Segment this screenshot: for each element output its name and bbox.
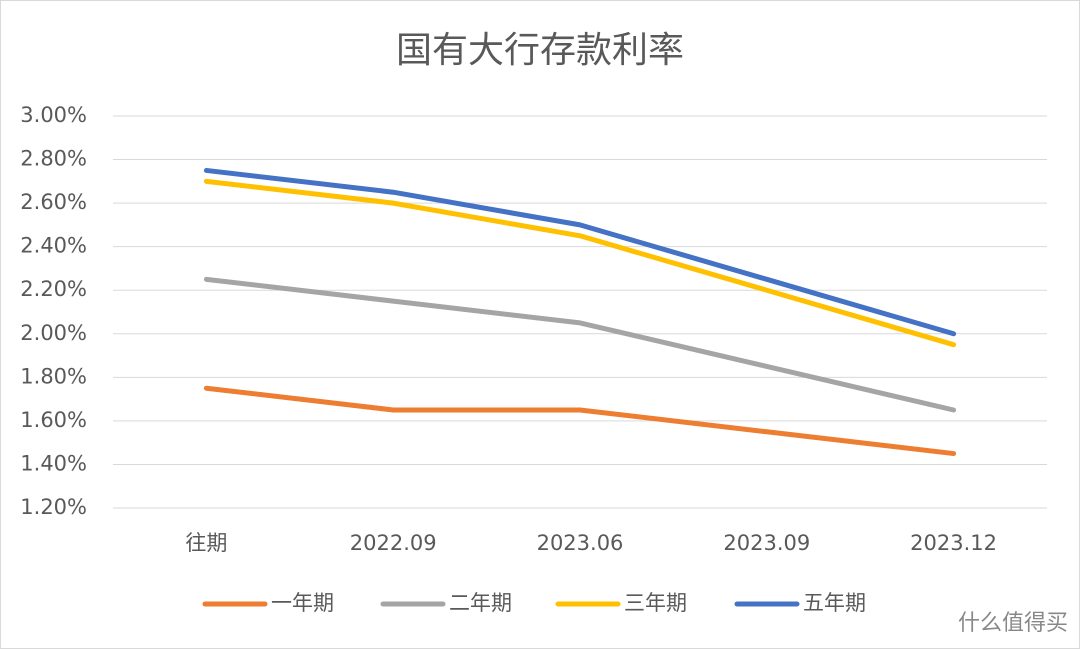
data-line: [203, 178, 957, 348]
y-tick-label: 2.60%: [20, 190, 87, 214]
x-tick-label: 2023.06: [537, 531, 624, 555]
data-line: [203, 167, 957, 337]
y-tick-label: 3.00%: [20, 103, 87, 127]
y-tick-label: 2.00%: [20, 321, 87, 345]
chart-title: 国有大行存款利率: [396, 30, 684, 71]
data-line: [203, 276, 957, 413]
legend-label: 三年期: [624, 591, 687, 615]
legend-label: 一年期: [271, 591, 334, 615]
x-tick-label: 2023.09: [723, 531, 810, 555]
legend-label: 五年期: [803, 591, 866, 615]
watermark: 什么值得买: [958, 611, 1068, 636]
legend-label: 二年期: [449, 591, 512, 615]
y-tick-label: 1.40%: [20, 451, 87, 475]
x-tick-label: 往期: [185, 531, 227, 555]
y-tick-label: 2.40%: [20, 234, 87, 258]
data-line: [203, 385, 957, 457]
y-tick-label: 2.80%: [20, 147, 87, 171]
x-tick-label: 2023.12: [910, 531, 997, 555]
y-tick-label: 1.60%: [20, 408, 87, 432]
y-tick-label: 2.20%: [20, 277, 87, 301]
y-tick-label: 1.80%: [20, 364, 87, 388]
x-tick-label: 2022.09: [350, 531, 437, 555]
y-tick-label: 1.20%: [20, 495, 87, 519]
